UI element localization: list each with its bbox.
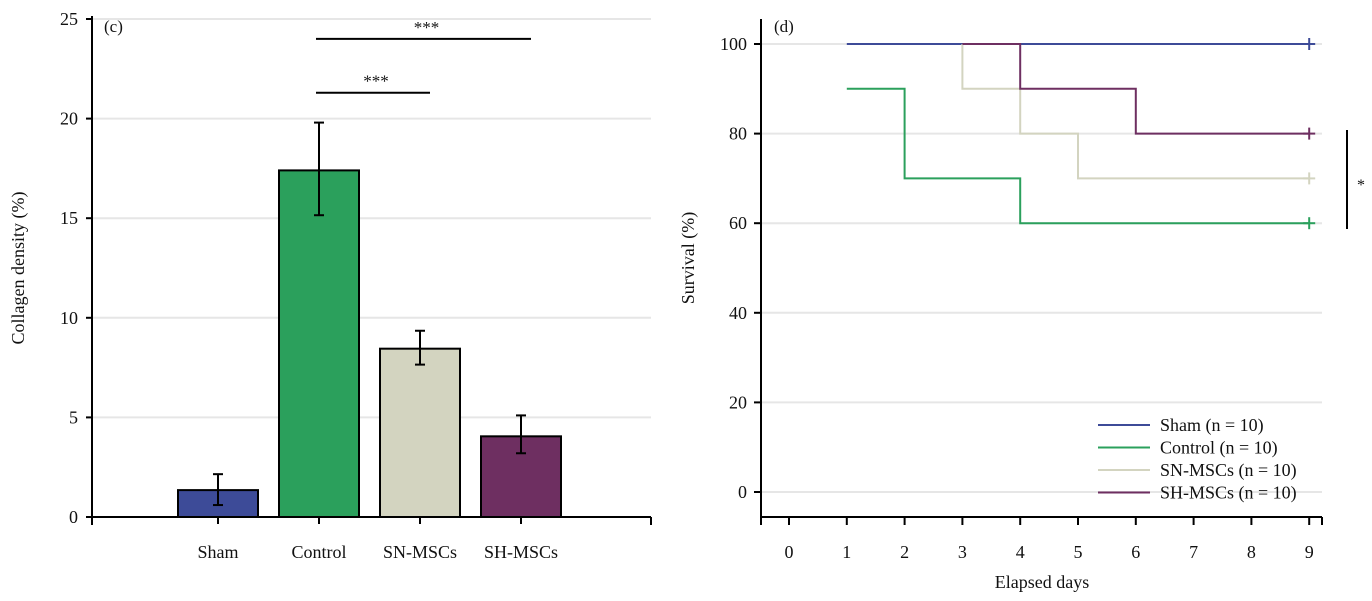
y-axis-label: Survival (%)	[678, 212, 699, 304]
y-tick-label: 60	[729, 213, 747, 233]
bar-control	[278, 169, 360, 518]
y-tick-label: 15	[60, 208, 78, 228]
y-tick-label: 20	[729, 392, 747, 412]
x-tick-label: SH-MSCs	[484, 542, 558, 562]
x-tick-label: 4	[1016, 542, 1025, 562]
survival-line-2	[961, 44, 1310, 180]
legend-label: Sham (n = 10)	[1160, 415, 1264, 436]
x-tick-label: 7	[1189, 542, 1198, 562]
significance-stars: ***	[414, 18, 440, 37]
x-tick-label: 9	[1305, 542, 1314, 562]
y-tick-label: 0	[738, 482, 747, 502]
panel-label: (c)	[104, 17, 123, 36]
x-axis-label: Elapsed days	[995, 572, 1089, 592]
survival-chart-d: 0 20 40 60 80 100 0 1 2 3 4 5 6 7 8 9 (d) Survival (%) Ela…	[678, 17, 1365, 592]
survival-line-3	[962, 43, 1310, 135]
bar-sn-mscs	[379, 347, 461, 518]
y-tick-label: 80	[729, 124, 747, 144]
y-tick-label: 100	[720, 34, 747, 54]
panel-label: (d)	[774, 17, 794, 36]
significance-star: *	[1357, 177, 1365, 194]
x-tick-label: Sham	[197, 542, 238, 562]
x-tick-label: 2	[900, 542, 909, 562]
y-axis-label: Collagen density (%)	[8, 192, 29, 345]
y-tick-label: 10	[60, 308, 78, 328]
y-tick-label: 0	[69, 507, 78, 527]
y-tick-label: 40	[729, 303, 747, 323]
survival-line-1	[846, 87, 1310, 225]
x-tick-label: SN-MSCs	[383, 542, 457, 562]
x-tick-label: Control	[291, 542, 346, 562]
legend-label: SH-MSCs (n = 10)	[1160, 483, 1297, 504]
legend-label: SN-MSCs (n = 10)	[1160, 460, 1297, 481]
x-tick-label: 5	[1074, 542, 1083, 562]
x-tick-label: 1	[842, 542, 851, 562]
y-tick-label: 5	[69, 407, 78, 427]
x-tick-label: 8	[1247, 542, 1256, 562]
legend-label: Control (n = 10)	[1160, 438, 1278, 459]
bar-chart-c: 0 5 10 15 20 25 Sham Control SN-MSCs SH-MSCs (c) Co…	[8, 9, 652, 562]
x-tick-label: 3	[958, 542, 967, 562]
x-tick-label: 6	[1131, 542, 1140, 562]
x-tick-label: 0	[785, 542, 794, 562]
y-tick-label: 20	[60, 109, 78, 129]
significance-stars: ***	[363, 72, 389, 91]
y-tick-label: 25	[60, 9, 78, 29]
